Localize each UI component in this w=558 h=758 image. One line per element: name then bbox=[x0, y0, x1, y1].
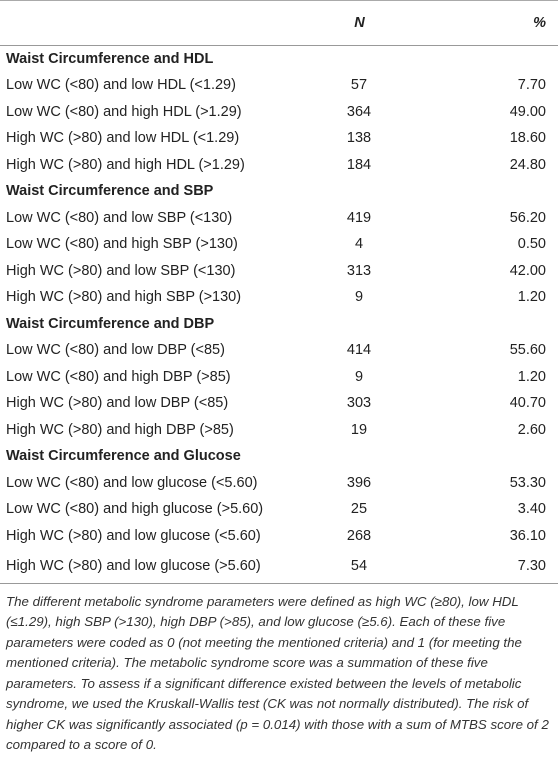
pct-cell: 24.80 bbox=[509, 156, 546, 173]
data-row: High WC (>80) and low DBP (<85) 303 40.70 bbox=[0, 390, 558, 417]
n-cell: 303 bbox=[346, 395, 372, 412]
row-label: Low WC (<80) and high HDL (>1.29) bbox=[6, 103, 242, 120]
n-cell: 57 bbox=[350, 77, 368, 94]
pct-cell: 55.60 bbox=[509, 342, 546, 359]
data-row: Low WC (<80) and high glucose (>5.60) 25 3… bbox=[0, 496, 558, 523]
pct-cell: 36.10 bbox=[509, 527, 546, 544]
n-cell: 414 bbox=[346, 342, 372, 359]
data-row: Low WC (<80) and low HDL (<1.29) 57 7.70 bbox=[0, 72, 558, 99]
section-row: Waist Circumference and SBP bbox=[0, 178, 558, 205]
row-label: High WC (>80) and low DBP (<85) bbox=[6, 395, 229, 412]
pct-cell: 40.70 bbox=[509, 395, 546, 412]
pct-cell: 7.30 bbox=[466, 549, 558, 584]
row-label: Low WC (<80) and high DBP (>85) bbox=[6, 368, 231, 385]
row-label: High WC (>80) and high DBP (>85) bbox=[6, 421, 234, 438]
row-label: High WC (>80) and low glucose (<5.60) bbox=[6, 527, 261, 544]
n-cell: 19 bbox=[350, 421, 368, 438]
data-row: Low WC (<80) and low glucose (<5.60) 396 5… bbox=[0, 470, 558, 497]
header-pct: % bbox=[466, 0, 558, 46]
row-label: High WC (>80) and high HDL (>1.29) bbox=[6, 156, 245, 173]
data-row: High WC (>80) and high HDL (>1.29) 184 24.… bbox=[0, 152, 558, 179]
n-cell: 9 bbox=[354, 289, 364, 306]
n-cell: 419 bbox=[346, 209, 372, 226]
header-row: N % bbox=[0, 0, 558, 46]
n-cell: 184 bbox=[346, 156, 372, 173]
pct-cell: 18.60 bbox=[509, 130, 546, 147]
n-cell: 364 bbox=[346, 103, 372, 120]
row-label: Low WC (<80) and high SBP (>130) bbox=[6, 236, 238, 253]
pct-cell: 2.60 bbox=[517, 421, 546, 438]
n-cell: 313 bbox=[346, 262, 372, 279]
row-label: Low WC (<80) and low glucose (<5.60) bbox=[6, 474, 258, 491]
row-label: Low WC (<80) and low HDL (<1.29) bbox=[6, 77, 236, 94]
section-row: Waist Circumference and HDL bbox=[0, 46, 558, 73]
row-label: High WC (>80) and low SBP (<130) bbox=[6, 262, 236, 279]
table-body: Waist Circumference and HDL Low WC (<80) … bbox=[0, 46, 558, 584]
section-title: Waist Circumference and DBP bbox=[6, 315, 215, 332]
pct-cell: 0.50 bbox=[517, 236, 546, 253]
row-label: Low WC (<80) and high glucose (>5.60) bbox=[6, 501, 264, 518]
data-row: Low WC (<80) and low DBP (<85) 414 55.60 bbox=[0, 337, 558, 364]
row-label: High WC (>80) and low glucose (>5.60) bbox=[0, 549, 304, 584]
data-table: N % Waist Circumference and HDL Low WC (<… bbox=[0, 0, 558, 584]
section-row: Waist Circumference and Glucose bbox=[0, 443, 558, 470]
data-row: Low WC (<80) and high SBP (>130) 4 0.50 bbox=[0, 231, 558, 258]
row-label: High WC (>80) and high SBP (>130) bbox=[6, 289, 242, 306]
footnote: The different metabolic syndrome paramet… bbox=[6, 593, 549, 753]
section-title: Waist Circumference and SBP bbox=[6, 183, 214, 200]
section-title: Waist Circumference and HDL bbox=[6, 51, 214, 67]
pct-cell: 1.20 bbox=[517, 368, 546, 385]
data-row: High WC (>80) and low HDL (<1.29) 138 18.6… bbox=[0, 125, 558, 152]
pct-cell: 42.00 bbox=[509, 262, 546, 279]
data-row: High WC (>80) and high DBP (>85) 19 2.60 bbox=[0, 417, 558, 444]
n-cell: 138 bbox=[346, 130, 372, 147]
pct-cell: 1.20 bbox=[517, 289, 546, 306]
pct-cell: 49.00 bbox=[509, 103, 546, 120]
pct-cell: 53.30 bbox=[509, 474, 546, 491]
n-cell: 54 bbox=[304, 549, 466, 584]
row-label: High WC (>80) and low HDL (<1.29) bbox=[6, 130, 240, 147]
data-row: High WC (>80) and low glucose (>5.60) 54 7… bbox=[0, 549, 558, 584]
n-cell: 396 bbox=[346, 474, 372, 491]
n-cell: 25 bbox=[350, 501, 368, 518]
table-header: N % bbox=[0, 0, 558, 46]
data-row: Low WC (<80) and high DBP (>85) 9 1.20 bbox=[0, 364, 558, 391]
pct-cell: 7.70 bbox=[517, 77, 546, 94]
row-label: Low WC (<80) and low DBP (<85) bbox=[6, 342, 225, 359]
n-cell: 268 bbox=[346, 527, 372, 544]
row-label: Low WC (<80) and low SBP (<130) bbox=[6, 209, 233, 226]
data-row: High WC (>80) and low SBP (<130) 313 42.00 bbox=[0, 258, 558, 285]
header-n: N bbox=[304, 0, 466, 46]
n-cell: 9 bbox=[354, 368, 364, 385]
data-row: Low WC (<80) and low SBP (<130) 419 56.20 bbox=[0, 205, 558, 232]
pct-cell: 56.20 bbox=[509, 209, 546, 226]
section-title: Waist Circumference and Glucose bbox=[6, 448, 241, 465]
data-row: Low WC (<80) and high HDL (>1.29) 364 49.0… bbox=[0, 99, 558, 126]
data-row: High WC (>80) and high SBP (>130) 9 1.20 bbox=[0, 284, 558, 311]
section-row: Waist Circumference and DBP bbox=[0, 311, 558, 338]
n-cell: 4 bbox=[354, 236, 364, 253]
header-label bbox=[0, 0, 304, 46]
pct-cell: 3.40 bbox=[517, 501, 546, 518]
data-row: High WC (>80) and low glucose (<5.60) 268… bbox=[0, 523, 558, 550]
